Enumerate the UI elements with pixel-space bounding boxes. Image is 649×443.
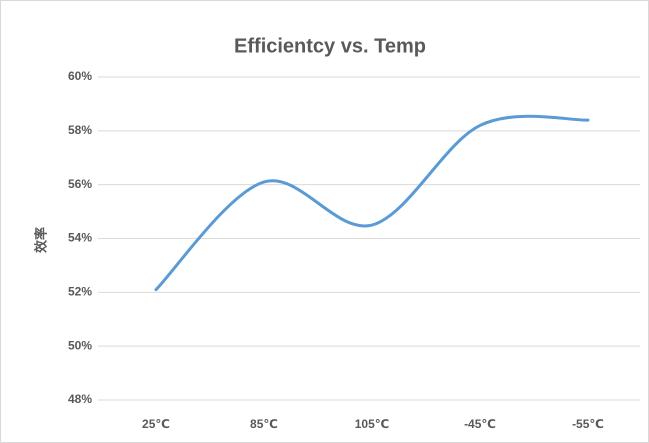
x-tick-label: 85℃ — [250, 417, 278, 431]
y-tick-label: 48% — [68, 392, 92, 406]
y-tick-label: 52% — [68, 285, 92, 299]
y-tick-label: 54% — [68, 231, 92, 245]
y-tick-label: 58% — [68, 123, 92, 137]
x-tick-label: -55℃ — [572, 417, 604, 431]
x-tick-label: -45℃ — [464, 417, 496, 431]
y-tick-label: 60% — [68, 69, 92, 83]
x-tick-label: 105℃ — [355, 417, 390, 431]
y-axis-label: 效率 — [33, 227, 48, 253]
line-series — [154, 114, 590, 292]
y-tick-label: 50% — [68, 338, 92, 352]
y-tick-label: 56% — [68, 177, 92, 191]
chart-title: Efficientcy vs. Temp — [234, 35, 426, 57]
x-tick-label: 25℃ — [142, 417, 170, 431]
